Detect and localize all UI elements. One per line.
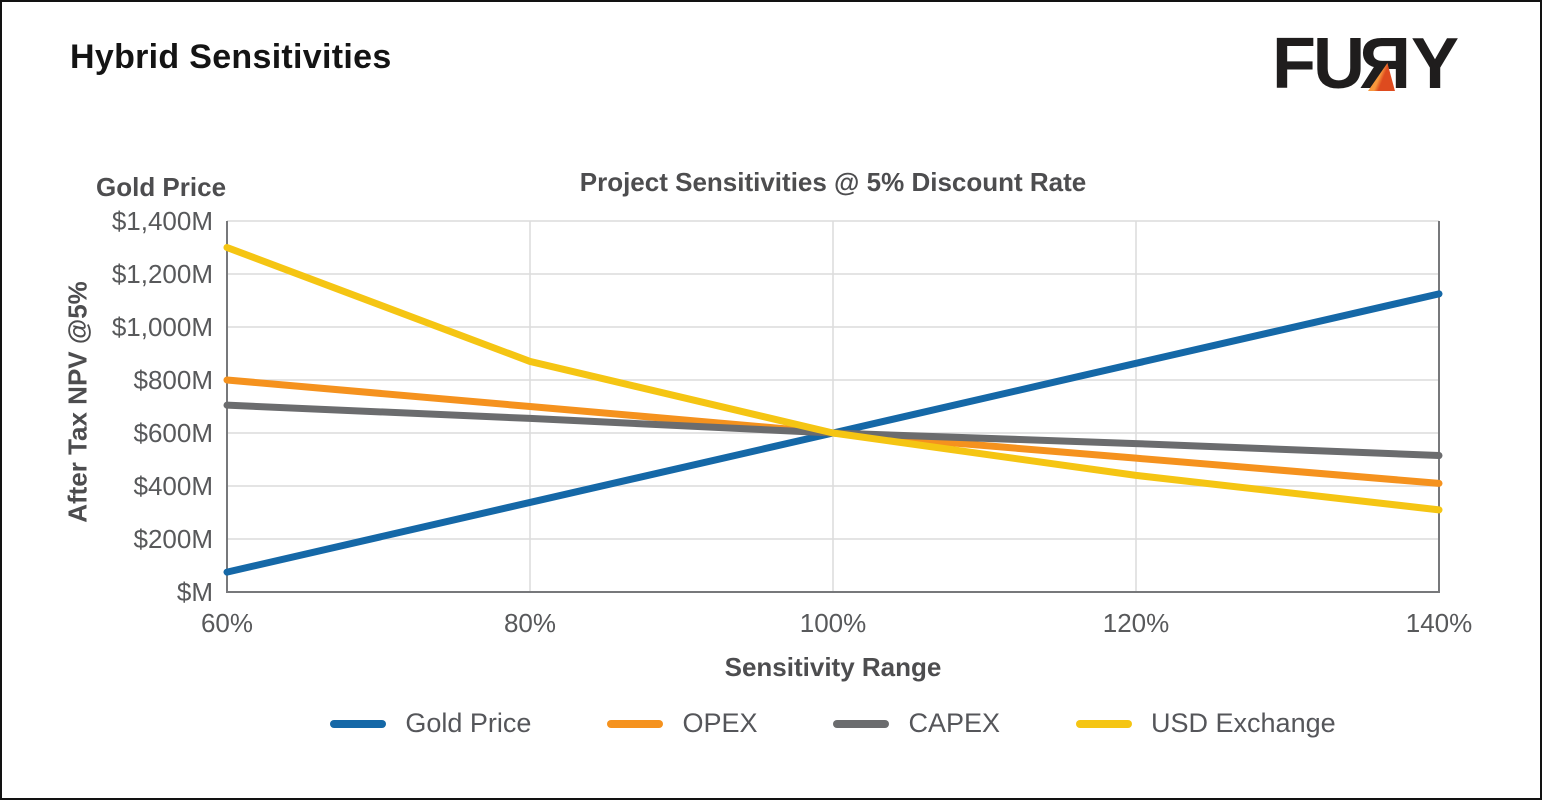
- logo-letters-left: FU: [1271, 24, 1365, 104]
- fury-logo: FU R Y: [1271, 24, 1459, 106]
- legend-label: OPEX: [682, 708, 758, 738]
- gold-price-label: Gold Price: [96, 172, 227, 202]
- y-tick-label: $200M: [134, 524, 214, 554]
- legend-swatch-capex: [833, 719, 890, 728]
- legend-item-opex[interactable]: OPEX: [607, 708, 757, 739]
- chart-title: Project Sensitivities @ 5% Discount Rate: [579, 167, 1087, 197]
- legend-item-gold-price[interactable]: Gold Price: [330, 708, 531, 739]
- y-tick-label: $1,000M: [112, 312, 213, 342]
- x-tick-label: 80%: [504, 608, 556, 638]
- y-tick-label: $400M: [134, 471, 214, 501]
- x-tick-label: 140%: [1406, 608, 1473, 638]
- x-tick-label: 60%: [201, 608, 253, 638]
- legend-swatch-usd-exchange: [1076, 719, 1133, 728]
- x-tick-label: 120%: [1103, 608, 1170, 638]
- x-tick-label: 100%: [800, 608, 867, 638]
- series-line-usd-exchange: [223, 244, 1443, 514]
- legend-label: Gold Price: [405, 708, 532, 738]
- logo-letter-y: Y: [1410, 24, 1459, 104]
- y-tick-label: $M: [177, 577, 213, 607]
- y-tick-label: $1,400M: [112, 206, 213, 236]
- x-axis-title: Sensitivity Range: [724, 652, 942, 682]
- page-title: Hybrid Sensitivities: [70, 38, 392, 76]
- legend-swatch-gold-price: [330, 719, 387, 728]
- y-tick-label: $1,200M: [112, 259, 213, 289]
- legend-label: CAPEX: [908, 708, 1001, 738]
- legend-swatch-opex: [607, 719, 664, 728]
- y-tick-label: $600M: [134, 418, 214, 448]
- legend-label: USD Exchange: [1151, 708, 1336, 738]
- y-tick-label: $800M: [134, 365, 214, 395]
- legend-item-capex[interactable]: CAPEX: [833, 708, 1000, 739]
- chart-legend: Gold Price OPEX CAPEX USD Exchange: [227, 708, 1439, 739]
- legend-item-usd-exchange[interactable]: USD Exchange: [1076, 708, 1336, 739]
